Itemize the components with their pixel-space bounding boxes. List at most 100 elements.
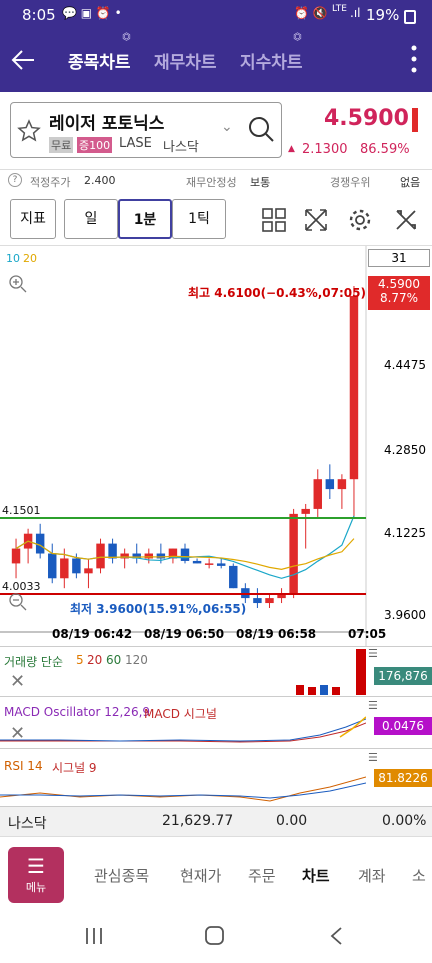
indicator-button[interactable]: 지표 — [10, 199, 56, 239]
back-arrow-icon[interactable] — [10, 48, 36, 72]
candle-body — [168, 548, 178, 559]
network-label: LTE — [332, 4, 347, 14]
fin-stability-value: 보통 — [250, 176, 271, 189]
recent-apps-icon[interactable] — [84, 926, 104, 946]
notification-icons: 💬 ▣ ⏰ • — [62, 6, 122, 20]
x-tick-1: 08/19 06:42 — [52, 627, 133, 641]
resistance-mark: 4.1501 — [2, 504, 41, 517]
search-icon[interactable] — [247, 115, 275, 143]
rsi-panel-menu-icon[interactable]: ☰ — [368, 751, 378, 764]
index-ticker-bar[interactable]: 나스닥 21,629.77 0.00 0.00% — [0, 806, 432, 836]
candle-body — [108, 543, 117, 559]
candlestick-chart-svg — [0, 246, 367, 646]
menu-button-label: 메뉴 — [25, 881, 47, 894]
menu-item-order[interactable]: 주문 — [248, 867, 276, 885]
candle-body — [192, 560, 202, 564]
candle-body — [265, 598, 274, 604]
candle-count-box[interactable]: 31 — [368, 249, 430, 267]
candle-body — [301, 508, 310, 514]
macd-panel[interactable]: MACD Oscillator 12,26,9 MACD 시그널 ☰ ✕ 0.0… — [0, 696, 432, 748]
price-bar-marker — [412, 108, 418, 132]
support-mark: 4.0033 — [2, 580, 41, 593]
ma20-legend: 20 — [23, 252, 37, 265]
volume-ma5: 5 — [76, 653, 84, 667]
up-triangle-icon: ▲ — [288, 144, 295, 154]
period-day-button[interactable]: 일 — [64, 199, 118, 239]
rsi-value-tag: 81.8226 — [374, 769, 432, 787]
rsi-label: RSI 14 — [4, 759, 43, 773]
y-tick-2: 4.2850 — [384, 443, 426, 457]
menu-item-account[interactable]: 계좌 — [358, 867, 386, 885]
rsi-lines-svg — [0, 776, 366, 802]
candle-body — [156, 553, 166, 559]
valuation-info-row: ? 적정주가 2.400 재무안정성 보통 경쟁우위 없음 — [0, 170, 432, 192]
zoom-in-icon[interactable] — [8, 274, 28, 294]
x-tick-4: 07:05 — [348, 627, 387, 641]
candle-body — [349, 295, 359, 480]
free-badge: 무료 — [49, 137, 74, 153]
menu-item-chart[interactable]: 차트 — [302, 867, 330, 885]
price-change: 2.1300 — [302, 142, 348, 157]
candle-body — [96, 543, 105, 569]
current-price-tag-pct: 8.77% — [379, 291, 419, 305]
volume-panel-menu-icon[interactable]: ☰ — [368, 647, 378, 660]
star-icon[interactable] — [17, 119, 41, 143]
settings-gear-icon[interactable] — [348, 208, 372, 232]
y-tick-4: 3.9600 — [384, 608, 426, 622]
stock-search-box[interactable]: 레이저 포토닉스 무료 증100 LASE 나스닥 ⌄ — [10, 102, 282, 158]
y-tick-1: 4.4475 — [384, 358, 426, 372]
period-minute-button[interactable]: 1분 — [118, 199, 172, 239]
macd-panel-menu-icon[interactable]: ☰ — [368, 699, 378, 712]
ma10-legend: 10 — [6, 252, 20, 265]
current-price-tag-value: 4.5900 — [378, 277, 420, 291]
candle-body — [180, 548, 190, 561]
menu-item-watchlist[interactable]: 관심종목 — [94, 867, 150, 885]
battery-text: 19% — [366, 6, 400, 24]
candles-group — [11, 286, 359, 608]
x-tick-2: 08/19 06:50 — [144, 627, 225, 641]
zoom-out-icon[interactable] — [8, 592, 28, 612]
stock-name: 레이저 포토닉스 — [49, 114, 165, 134]
alarm-icon: ⏰ 🔇 — [294, 6, 328, 20]
menu-button[interactable]: ☰ 메뉴 — [8, 847, 64, 903]
status-time: 8:05 — [22, 6, 56, 24]
price-chart[interactable]: 10 20 31 최고 4.6100(−0.43%,07:05) 최저 3.96… — [0, 246, 432, 646]
macd-panel-close-icon[interactable]: ✕ — [10, 723, 26, 744]
candle-body — [132, 553, 141, 559]
back-icon[interactable] — [328, 926, 344, 946]
period-tick-button[interactable]: 1틱 — [172, 199, 226, 239]
fullscreen-icon[interactable] — [304, 208, 328, 232]
tab-stock-chart[interactable]: 종목차트 — [68, 53, 131, 73]
candle-body — [144, 553, 154, 559]
layout-grid-icon[interactable] — [262, 208, 286, 232]
help-icon[interactable]: ? — [8, 173, 22, 187]
index-change-pct: 0.00% — [382, 813, 427, 829]
hamburger-icon: ☰ — [27, 854, 45, 878]
volume-ma60: 60 — [106, 653, 122, 667]
macd-lines-svg — [0, 716, 366, 743]
tools-icon[interactable] — [394, 208, 418, 232]
macd-label: MACD Oscillator 12,26,9 — [4, 705, 151, 719]
volume-panel-close-icon[interactable]: ✕ — [10, 671, 26, 692]
tab-financial-chart[interactable]: 재무차트 — [154, 53, 217, 73]
menu-item-quote[interactable]: 현재가 — [180, 867, 222, 885]
more-menu-icon[interactable] — [410, 44, 418, 74]
volume-panel[interactable]: 거래량 단순 5 20 60 120 ☰ ✕ 176,876 — [0, 646, 432, 696]
rsi-signal-label: 시그널 9 — [52, 761, 97, 775]
rsi-panel[interactable]: RSI 14 시그널 9 ☰ 81.8226 — [0, 748, 432, 806]
candle-body — [289, 513, 298, 594]
chevron-down-icon[interactable]: ⌄ — [221, 119, 233, 135]
fair-price-value: 2.400 — [84, 174, 116, 187]
volume-ma20: 20 — [87, 653, 103, 667]
competition-label: 경쟁우위 — [330, 176, 371, 189]
home-icon[interactable] — [204, 926, 226, 946]
candle-body — [313, 479, 322, 509]
y-tick-3: 4.1225 — [384, 526, 426, 540]
competition-value: 없음 — [400, 176, 421, 189]
volume-ma120: 120 — [125, 653, 148, 667]
menu-item-more[interactable]: 소 — [412, 867, 426, 885]
tab-index-chart[interactable]: 지수차트 — [240, 53, 303, 73]
candle-body — [325, 479, 335, 490]
candle-body — [253, 598, 262, 604]
candle-body — [216, 563, 226, 566]
